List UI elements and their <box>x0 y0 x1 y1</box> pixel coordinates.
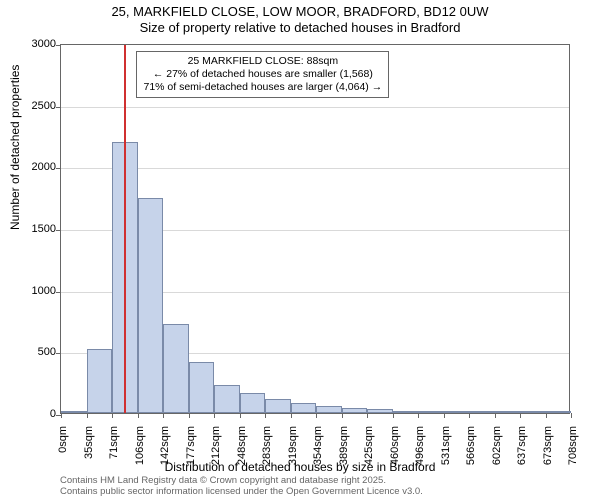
xtick-label: 673sqm <box>542 426 554 476</box>
annotation-line: ← 27% of detached houses are smaller (1,… <box>143 68 382 81</box>
xtick-mark <box>469 413 470 418</box>
ytick-label: 2500 <box>16 100 56 112</box>
xtick-mark <box>138 413 139 418</box>
xtick-mark <box>571 413 572 418</box>
ytick-label: 1000 <box>16 285 56 297</box>
ytick-label: 3000 <box>16 38 56 50</box>
xtick-mark <box>444 413 445 418</box>
xtick-label: 142sqm <box>159 426 171 476</box>
xtick-mark <box>342 413 343 418</box>
xtick-label: 354sqm <box>312 426 324 476</box>
xtick-mark <box>214 413 215 418</box>
xtick-label: 425sqm <box>363 426 375 476</box>
histogram-bar <box>163 324 189 413</box>
xtick-mark <box>87 413 88 418</box>
histogram-bar <box>520 411 546 413</box>
xtick-label: 177sqm <box>185 426 197 476</box>
xtick-label: 71sqm <box>108 426 120 476</box>
xtick-label: 0sqm <box>57 426 69 476</box>
ytick-mark <box>56 353 61 354</box>
annotation-line: 25 MARKFIELD CLOSE: 88sqm <box>143 55 382 68</box>
xtick-label: 460sqm <box>389 426 401 476</box>
ytick-label: 500 <box>16 346 56 358</box>
xtick-label: 319sqm <box>287 426 299 476</box>
histogram-bar <box>189 362 215 413</box>
xtick-mark <box>316 413 317 418</box>
xtick-label: 389sqm <box>338 426 350 476</box>
title-line-2: Size of property relative to detached ho… <box>0 20 600 36</box>
histogram-bar <box>291 403 317 413</box>
histogram-bar <box>444 411 470 413</box>
ytick-mark <box>56 107 61 108</box>
xtick-mark <box>495 413 496 418</box>
y-axis-title: Number of detached properties <box>8 65 22 230</box>
histogram-bar <box>87 349 113 413</box>
attribution-footer: Contains HM Land Registry data © Crown c… <box>60 476 423 498</box>
xtick-label: 35sqm <box>83 426 95 476</box>
histogram-bar <box>469 411 495 413</box>
ytick-label: 1500 <box>16 223 56 235</box>
ytick-mark <box>56 168 61 169</box>
property-marker-line <box>124 45 126 413</box>
annotation-line: 71% of semi-detached houses are larger (… <box>143 81 382 94</box>
histogram-chart: 25 MARKFIELD CLOSE: 88sqm← 27% of detach… <box>60 44 570 414</box>
xtick-mark <box>546 413 547 418</box>
ytick-label: 0 <box>16 408 56 420</box>
xtick-mark <box>418 413 419 418</box>
histogram-bar <box>342 408 368 413</box>
footer-line-2: Contains public sector information licen… <box>60 487 423 498</box>
histogram-bar <box>316 406 342 413</box>
histogram-bar <box>265 399 291 413</box>
ytick-label: 2000 <box>16 161 56 173</box>
ytick-mark <box>56 230 61 231</box>
gridline <box>61 107 569 108</box>
xtick-label: 106sqm <box>134 426 146 476</box>
xtick-mark <box>291 413 292 418</box>
xtick-mark <box>367 413 368 418</box>
histogram-bar <box>367 409 393 413</box>
xtick-mark <box>240 413 241 418</box>
xtick-label: 637sqm <box>516 426 528 476</box>
xtick-mark <box>61 413 62 418</box>
histogram-bar <box>240 393 266 413</box>
title-line-1: 25, MARKFIELD CLOSE, LOW MOOR, BRADFORD,… <box>0 4 600 20</box>
xtick-label: 212sqm <box>210 426 222 476</box>
annotation-box: 25 MARKFIELD CLOSE: 88sqm← 27% of detach… <box>136 51 389 98</box>
xtick-label: 283sqm <box>261 426 273 476</box>
histogram-bar <box>393 411 419 413</box>
ytick-mark <box>56 45 61 46</box>
xtick-mark <box>189 413 190 418</box>
xtick-label: 708sqm <box>567 426 579 476</box>
xtick-mark <box>112 413 113 418</box>
xtick-label: 248sqm <box>236 426 248 476</box>
histogram-bar <box>138 198 164 413</box>
xtick-mark <box>393 413 394 418</box>
chart-title-block: 25, MARKFIELD CLOSE, LOW MOOR, BRADFORD,… <box>0 0 600 37</box>
xtick-label: 566sqm <box>465 426 477 476</box>
histogram-bar <box>61 411 87 413</box>
xtick-mark <box>265 413 266 418</box>
xtick-label: 531sqm <box>440 426 452 476</box>
histogram-bar <box>546 411 572 413</box>
histogram-bar <box>495 411 521 413</box>
xtick-label: 602sqm <box>491 426 503 476</box>
ytick-mark <box>56 292 61 293</box>
histogram-bar <box>418 411 444 413</box>
xtick-label: 496sqm <box>414 426 426 476</box>
xtick-mark <box>163 413 164 418</box>
histogram-bar <box>214 385 240 413</box>
xtick-mark <box>520 413 521 418</box>
